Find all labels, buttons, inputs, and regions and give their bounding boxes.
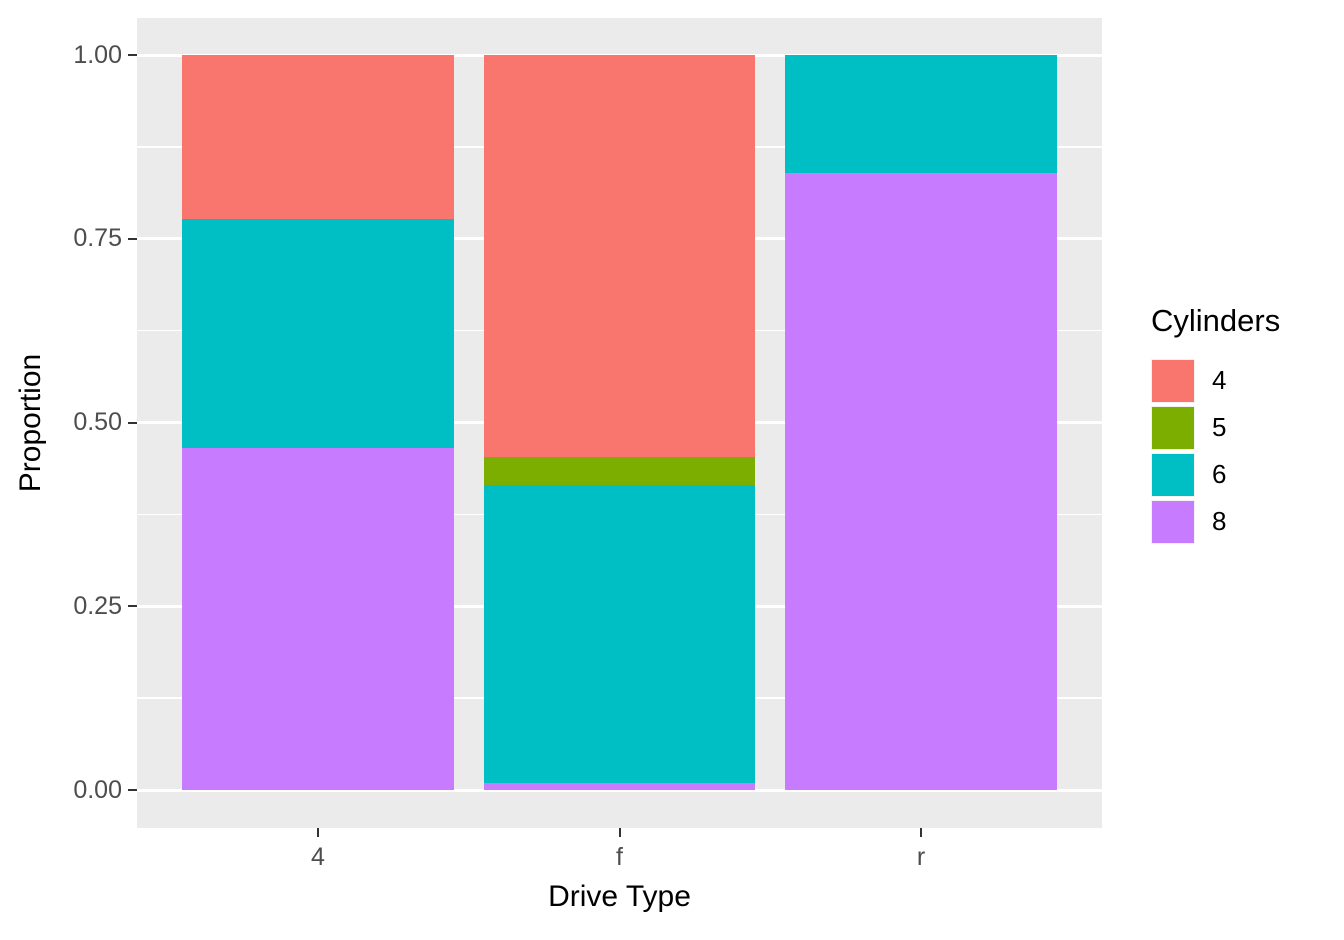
bar-segment-cyl-4 xyxy=(182,55,454,220)
x-tick-label: r xyxy=(916,843,926,871)
y-tick xyxy=(128,54,137,56)
y-tick-label: 0.25 xyxy=(73,591,122,620)
x-tick xyxy=(316,828,319,837)
legend-entry-cyl-6: 6 xyxy=(1151,452,1280,497)
bar-segment-cyl-8 xyxy=(182,447,454,790)
legend-entries: 4 5 6 8 xyxy=(1151,358,1280,544)
bar-segment-cyl-6 xyxy=(182,219,454,448)
bar-r xyxy=(785,55,1057,790)
y-tick-label: 0.00 xyxy=(73,775,122,804)
legend-key-swatch xyxy=(1151,499,1195,544)
bar-segment-cyl-6 xyxy=(785,55,1057,173)
legend-key-swatch xyxy=(1151,405,1195,450)
y-tick-label: 0.75 xyxy=(73,224,122,253)
y-axis-title: Proportion xyxy=(14,353,47,493)
legend-entry-cyl-8: 8 xyxy=(1151,499,1280,544)
y-tick-label: 0.50 xyxy=(73,408,122,436)
legend-label: 8 xyxy=(1212,506,1227,536)
legend-key-color xyxy=(1152,453,1194,496)
bar-segment-cyl-5 xyxy=(483,457,756,485)
legend-key-color xyxy=(1152,406,1194,449)
legend-key-swatch xyxy=(1151,452,1195,497)
legend-entry-cyl-5: 5 xyxy=(1151,405,1280,450)
legend-label: 5 xyxy=(1212,412,1227,442)
x-tick xyxy=(920,828,923,837)
x-tick-label: 4 xyxy=(310,843,325,871)
y-tick-label: 1.00 xyxy=(73,40,122,69)
bar-segment-cyl-6 xyxy=(483,484,756,784)
gridline-major xyxy=(137,788,1102,792)
legend-key-color xyxy=(1152,500,1194,543)
bar-segment-cyl-4 xyxy=(483,55,756,458)
legend: Cylinders 4 5 6 8 xyxy=(1151,303,1280,546)
y-tick xyxy=(128,421,137,424)
y-tick xyxy=(128,237,137,240)
y-tick xyxy=(128,789,137,791)
x-tick xyxy=(618,828,621,837)
y-tick xyxy=(128,605,137,608)
x-axis-title: Drive Type xyxy=(548,880,691,913)
legend-title: Cylinders xyxy=(1151,303,1281,338)
bar-4 xyxy=(182,55,454,790)
x-tick-label: f xyxy=(616,843,623,871)
legend-key-color xyxy=(1152,359,1194,402)
bar-segment-cyl-8 xyxy=(785,172,1057,790)
chart-panel xyxy=(137,18,1102,828)
gridline-major xyxy=(137,53,1102,57)
legend-label: 6 xyxy=(1212,459,1227,489)
bar-segment-cyl-8 xyxy=(483,783,756,790)
legend-label: 4 xyxy=(1212,365,1227,395)
legend-entry-cyl-4: 4 xyxy=(1151,358,1280,403)
bar-f xyxy=(483,55,756,790)
legend-key-swatch xyxy=(1151,358,1195,403)
